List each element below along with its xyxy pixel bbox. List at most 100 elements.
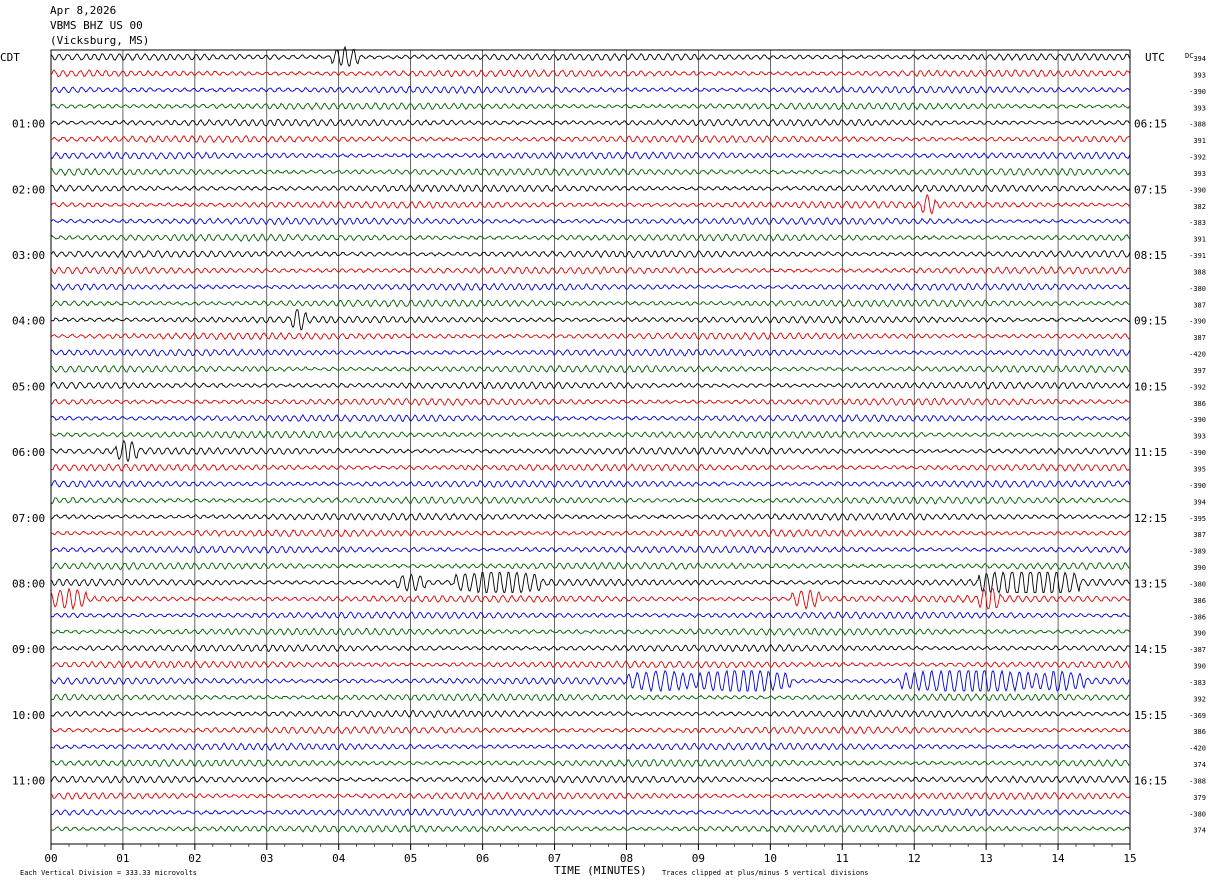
dc-value: 391	[1193, 236, 1206, 244]
dc-value: -386	[1189, 613, 1206, 621]
left-hour-label: 02:00	[12, 183, 45, 196]
left-hour-label: 10:00	[12, 709, 45, 722]
dc-value: 374	[1193, 827, 1206, 835]
dc-value: 382	[1193, 203, 1206, 211]
trace-line	[50, 331, 1131, 341]
dc-value: -392	[1189, 154, 1206, 162]
trace-line	[50, 216, 1131, 226]
trace-line	[50, 439, 1131, 463]
trace-line	[50, 430, 1131, 439]
header-location: (Vicksburg, MS)	[50, 34, 150, 47]
dc-header-label: DC	[1185, 52, 1193, 60]
dc-value: -380	[1189, 285, 1206, 293]
trace-line	[50, 381, 1131, 390]
dc-value: 388	[1193, 268, 1206, 276]
dc-value: -420	[1189, 745, 1206, 753]
trace-line	[50, 824, 1131, 833]
trace-line	[50, 693, 1131, 702]
dc-value: -420	[1189, 351, 1206, 359]
x-tick-label: 05	[404, 852, 417, 865]
clip-note: Traces clipped at plus/minus 5 vertical …	[662, 869, 869, 877]
x-tick-label: 15	[1123, 852, 1136, 865]
dc-value: 390	[1193, 630, 1206, 638]
x-tick-label: 14	[1051, 852, 1065, 865]
trace-line	[50, 742, 1131, 751]
axes-group: 00 01 02 03 04 05 06 07 08 09 10 11 12 13 14 15 394 393 -3…	[12, 55, 1206, 865]
dc-value: 386	[1193, 400, 1206, 408]
dc-value: 386	[1193, 728, 1206, 736]
right-hour-label: 09:15	[1134, 315, 1167, 328]
left-hour-label: 07:00	[12, 512, 45, 525]
dc-value: 395	[1193, 466, 1206, 474]
trace-line	[50, 479, 1131, 489]
trace-line	[50, 299, 1131, 308]
dc-value: -389	[1189, 548, 1206, 556]
x-tick-label: 12	[908, 852, 921, 865]
left-hour-label: 09:00	[12, 643, 45, 656]
dc-value: -380	[1189, 810, 1206, 818]
left-hour-label: 05:00	[12, 380, 45, 393]
left-hour-label: 11:00	[12, 774, 45, 787]
dc-value: -390	[1189, 416, 1206, 424]
x-tick-label: 02	[188, 852, 201, 865]
trace-line	[50, 184, 1131, 193]
trace-line	[50, 233, 1131, 242]
trace-line	[50, 364, 1131, 374]
trace-line	[50, 611, 1131, 620]
trace-line	[50, 709, 1131, 719]
trace-line	[50, 545, 1131, 554]
trace-line	[50, 102, 1131, 111]
dc-value: -391	[1189, 252, 1206, 260]
plot-frame	[50, 49, 1131, 845]
dc-value: 393	[1193, 71, 1206, 79]
right-hour-label: 08:15	[1134, 249, 1167, 262]
scale-note: Each Vertical Division = 333.33 microvol…	[20, 869, 197, 877]
trace-line	[50, 669, 1131, 693]
right-hour-label: 07:15	[1134, 183, 1167, 196]
trace-line	[50, 348, 1131, 357]
trace-line	[50, 758, 1131, 768]
right-hour-label: 14:15	[1134, 643, 1167, 656]
trace-line	[50, 627, 1131, 637]
header-date: Apr 8,2026	[50, 4, 117, 17]
trace-line	[50, 85, 1131, 94]
dc-value: 379	[1193, 794, 1206, 802]
x-tick-label: 08	[620, 852, 633, 865]
dc-value: -390	[1189, 88, 1206, 96]
dc-value: -383	[1189, 679, 1206, 687]
trace-line	[50, 571, 1131, 594]
trace-line	[50, 561, 1131, 571]
dc-value: 374	[1193, 761, 1206, 769]
left-zone-label: CDT	[0, 51, 20, 64]
plot-grid	[50, 49, 1131, 845]
trace-line	[50, 151, 1131, 160]
right-hour-label: 10:15	[1134, 380, 1167, 393]
dc-value: 397	[1193, 367, 1206, 375]
right-hour-label: 06:15	[1134, 118, 1167, 131]
dc-value: 387	[1193, 531, 1206, 539]
trace-line	[50, 791, 1131, 801]
x-axis-title: TIME (MINUTES)	[554, 864, 647, 877]
trace-line	[50, 587, 1131, 611]
trace-line	[50, 266, 1131, 275]
right-hour-label: 16:15	[1134, 774, 1167, 787]
dc-value: -395	[1189, 515, 1206, 523]
dc-value: 387	[1193, 301, 1206, 309]
x-tick-label: 03	[260, 852, 273, 865]
dc-value: -390	[1189, 318, 1206, 326]
dc-value: -388	[1189, 777, 1206, 785]
dc-value: 392	[1193, 695, 1206, 703]
trace-line	[50, 308, 1131, 331]
trace-line	[50, 282, 1130, 292]
trace-line	[50, 118, 1131, 127]
right-hour-label: 13:15	[1134, 577, 1167, 590]
x-tick-label: 07	[548, 852, 561, 865]
left-hour-label: 06:00	[12, 446, 45, 459]
trace-line	[50, 193, 1131, 215]
dc-value: -383	[1189, 219, 1206, 227]
dc-value: -388	[1189, 121, 1206, 129]
trace-line	[50, 463, 1131, 472]
dc-value: 386	[1193, 597, 1206, 605]
x-tick-label: 09	[692, 852, 705, 865]
